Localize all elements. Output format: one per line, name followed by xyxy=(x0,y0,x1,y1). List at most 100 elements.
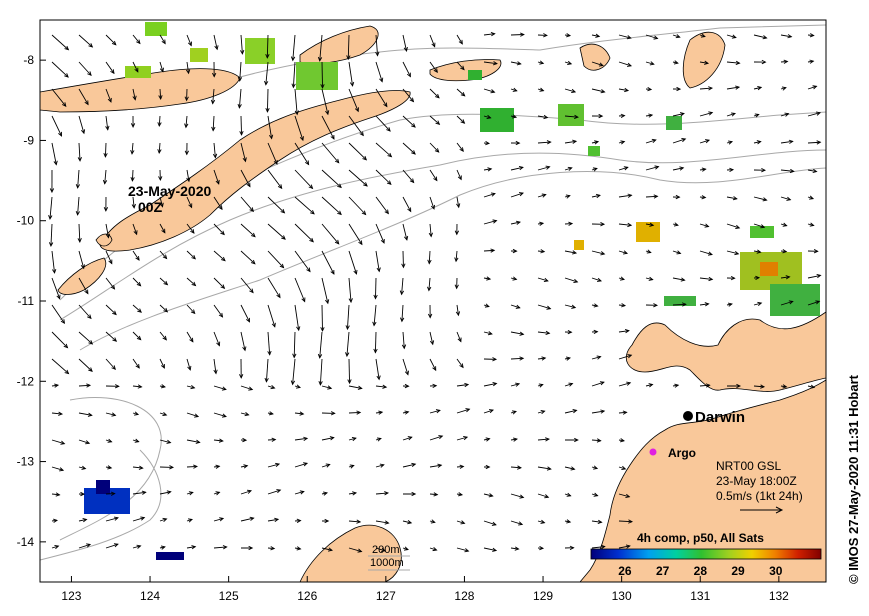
current-vector-head xyxy=(130,123,136,128)
current-vector-head xyxy=(161,39,166,45)
current-vector xyxy=(105,88,112,103)
current-vector-head xyxy=(492,61,498,66)
current-vector-head xyxy=(210,99,216,105)
current-vector xyxy=(373,304,377,326)
current-vector-head xyxy=(103,152,108,158)
current-vector-head xyxy=(406,72,411,78)
lat-tick-label: -12 xyxy=(17,374,35,388)
current-vector xyxy=(105,517,119,522)
current-vector xyxy=(78,543,91,549)
current-vector-head xyxy=(86,543,92,548)
current-vector-head xyxy=(490,192,496,197)
current-vector-head xyxy=(184,150,190,156)
current-vector xyxy=(780,113,789,117)
current-vector xyxy=(510,166,524,171)
current-vector-head xyxy=(411,123,416,128)
current-vector-head xyxy=(325,110,330,116)
current-vector-head xyxy=(595,33,601,38)
current-vector-head xyxy=(136,335,142,341)
current-vector-head xyxy=(404,370,409,376)
current-vector xyxy=(78,358,93,372)
current-vector-head xyxy=(114,384,120,389)
current-vector-head xyxy=(728,140,734,145)
current-vector xyxy=(348,492,357,495)
current-vector xyxy=(78,466,86,470)
current-vector-head xyxy=(545,165,551,170)
current-vector-head xyxy=(381,547,387,552)
current-vector-head xyxy=(320,327,325,332)
current-vector xyxy=(132,250,140,261)
current-vector xyxy=(348,61,354,86)
current-vector xyxy=(51,412,63,415)
current-vector-head xyxy=(675,194,681,200)
current-vector-head xyxy=(249,288,254,294)
current-vector-head xyxy=(593,492,599,497)
current-vector xyxy=(672,113,685,117)
current-vector xyxy=(591,277,602,282)
current-vector xyxy=(132,88,136,100)
current-vector xyxy=(402,34,407,52)
current-vector-head xyxy=(303,462,309,467)
current-vector xyxy=(78,277,89,294)
current-vector-head xyxy=(384,209,389,215)
current-vector xyxy=(456,331,462,342)
current-vector-head xyxy=(432,546,438,552)
current-vector xyxy=(51,142,57,165)
current-vector xyxy=(267,277,281,298)
current-vector-head xyxy=(88,43,94,48)
current-vector-head xyxy=(785,275,791,280)
north-island-2 xyxy=(429,59,502,82)
colorbar-tick-label: 28 xyxy=(694,564,708,578)
current-vector xyxy=(294,142,310,165)
current-vector xyxy=(267,518,279,522)
current-vector xyxy=(212,115,215,131)
current-vector xyxy=(807,169,817,173)
current-vector-head xyxy=(708,276,714,282)
current-vector xyxy=(699,112,713,117)
current-vector-head xyxy=(211,126,216,132)
current-vector-head xyxy=(627,193,633,198)
current-vector xyxy=(456,61,465,70)
current-vector-head xyxy=(268,134,274,140)
current-vector-head xyxy=(161,228,166,234)
current-vector-head xyxy=(459,363,464,369)
current-vector xyxy=(753,196,767,201)
current-vector-head xyxy=(786,196,792,201)
current-vector-head xyxy=(653,303,659,308)
current-vector xyxy=(321,196,342,215)
current-vector xyxy=(50,223,53,247)
current-vector xyxy=(321,115,335,140)
current-vector-head xyxy=(566,492,572,497)
current-vector-head xyxy=(309,237,314,243)
current-vector xyxy=(267,250,284,268)
current-vector-head xyxy=(761,59,767,65)
current-vector xyxy=(348,88,359,112)
current-vector-head xyxy=(429,340,435,346)
current-vector-head xyxy=(538,383,544,388)
current-vector xyxy=(292,34,296,61)
current-vector xyxy=(186,358,191,371)
current-vector xyxy=(510,383,520,387)
current-vector-head xyxy=(53,518,59,523)
current-vector xyxy=(401,277,404,295)
current-vector-head xyxy=(567,329,573,335)
current-vector-head xyxy=(356,410,362,415)
current-vector-head xyxy=(809,59,815,64)
current-vector-head xyxy=(492,381,498,387)
current-vector-head xyxy=(320,84,325,89)
current-vector-head xyxy=(514,546,520,551)
current-vector-head xyxy=(491,521,497,526)
current-vector-head xyxy=(404,410,410,415)
current-vector xyxy=(266,88,269,112)
current-vector xyxy=(510,331,524,335)
current-vector-head xyxy=(732,196,738,201)
current-vector xyxy=(213,546,227,549)
current-vector xyxy=(456,358,464,368)
current-vector-head xyxy=(401,263,406,269)
current-vector xyxy=(132,517,145,522)
current-vector xyxy=(429,223,432,237)
current-vector xyxy=(51,61,69,78)
current-vector-head xyxy=(518,521,524,526)
current-vector xyxy=(375,547,386,552)
current-vector xyxy=(105,250,113,264)
